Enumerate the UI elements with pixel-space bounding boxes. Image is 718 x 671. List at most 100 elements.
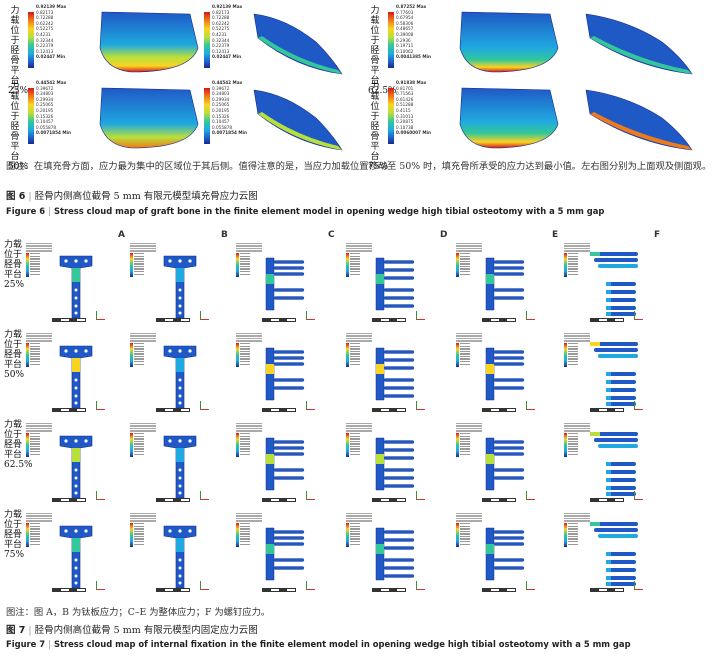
column-label: D	[440, 230, 448, 240]
color-legend	[28, 12, 34, 68]
stress-model	[370, 524, 420, 588]
mini-legend-values	[240, 523, 250, 546]
fe-stress-thumbnail	[232, 240, 325, 328]
scale-bar	[590, 318, 624, 322]
fig6-row-label: 力载位于胫骨平台 25%	[8, 6, 29, 96]
fe-stress-thumbnail	[560, 240, 653, 328]
mini-legend-values	[460, 523, 470, 546]
mini-legend	[130, 433, 133, 457]
legend-values: 0.92139 Max 0.82173 0.72288 0.62242 0.52275…	[36, 4, 67, 60]
legend-values: 0.44542 Max 0.39672 0.34803 0.29934 0.25065…	[36, 80, 71, 136]
graft-bone-top-view	[459, 11, 559, 73]
mini-legend-values	[568, 343, 578, 366]
mini-legend-values	[350, 523, 360, 546]
mini-legend	[456, 343, 459, 367]
axis-triad-icon	[416, 401, 425, 410]
stress-model	[160, 522, 200, 596]
fig6-caption-en: Figure 6 | Stress cloud map of graft bone …	[6, 206, 605, 216]
mini-legend	[564, 343, 567, 367]
axis-triad-icon	[96, 581, 105, 590]
axis-triad-icon	[634, 311, 643, 320]
fig6-note: 图注：在填充骨方面，应力最为集中的区域位于其后侧。值得注意的是，当应力加载位置移…	[6, 161, 712, 172]
mini-legend	[346, 433, 349, 457]
ansys-header	[236, 332, 262, 343]
fig7-row-label: 力载位于胫骨平台 25%	[4, 240, 25, 290]
fig6-caption-cn: 图 6 | 胫骨内侧高位截骨 5 mm 有限元模型填充骨应力云图	[6, 191, 258, 202]
axis-triad-icon	[526, 581, 535, 590]
ansys-header	[456, 512, 482, 523]
stress-model	[56, 342, 96, 416]
color-legend	[28, 88, 34, 144]
scale-bar	[482, 498, 516, 502]
fe-stress-thumbnail	[126, 510, 219, 598]
axis-triad-icon	[96, 491, 105, 500]
ansys-header	[236, 242, 262, 253]
column-label: F	[654, 230, 661, 240]
mini-legend	[236, 253, 239, 277]
mini-legend-values	[460, 343, 470, 366]
stress-model	[260, 434, 310, 498]
axis-triad-icon	[306, 491, 315, 500]
mini-legend-values	[134, 523, 144, 546]
axis-triad-icon	[200, 581, 209, 590]
ansys-header	[346, 242, 372, 253]
axis-triad-icon	[634, 581, 643, 590]
fe-stress-thumbnail	[22, 240, 115, 328]
mini-legend	[346, 523, 349, 547]
fig7-caption-cn: 图 7 | 胫骨内侧高位截骨 5 mm 有限元模型内固定应力云图	[6, 625, 258, 636]
fig7-caption-en: Figure 7 | Stress cloud map of internal fi…	[6, 639, 631, 649]
fe-stress-thumbnail	[342, 240, 435, 328]
fe-stress-thumbnail	[126, 330, 219, 418]
scale-bar	[372, 318, 406, 322]
graft-bone-top-view	[459, 87, 559, 149]
mini-legend-values	[240, 433, 250, 456]
fig7-row-label: 力载位于胫骨平台 75%	[4, 510, 25, 560]
scale-bar	[52, 588, 86, 592]
mini-legend-values	[350, 253, 360, 276]
stress-model	[260, 254, 310, 318]
axis-triad-icon	[306, 401, 315, 410]
mini-legend-values	[30, 523, 40, 546]
legend-values: 0.92139 Max 0.82173 0.72288 0.62242 0.52275…	[212, 4, 243, 60]
scale-bar	[262, 588, 296, 592]
mini-legend	[236, 433, 239, 457]
graft-bone-top-view	[99, 87, 199, 149]
ansys-header	[130, 242, 156, 253]
fig6-panel-50: 力载位于胫骨平台 50% 0.44542 Max 0.39672 0.34803 0…	[8, 80, 348, 172]
mini-legend	[236, 343, 239, 367]
stress-model	[260, 524, 310, 588]
stress-model	[480, 434, 530, 498]
axis-triad-icon	[416, 311, 425, 320]
figure-7: A B C D E F 力载位于胫骨平台 25% 力载位于胫骨平台 50% 力载…	[0, 230, 718, 602]
mini-legend-values	[240, 343, 250, 366]
axis-triad-icon	[526, 401, 535, 410]
fig6-panel-62-5: 力载位于胫骨平台 62.5% 0.87252 Max 0.77603 0.6795…	[368, 4, 708, 96]
axis-triad-icon	[96, 401, 105, 410]
stress-model	[160, 252, 200, 326]
color-legend	[204, 88, 210, 144]
fig6-panel-25: 力载位于胫骨平台 25% 0.92139 Max 0.82173 0.72288 0…	[8, 4, 348, 96]
mini-legend	[26, 433, 29, 457]
ansys-header	[346, 422, 372, 433]
fig6-row-label: 力载位于胫骨平台 75%	[368, 82, 389, 172]
fe-stress-thumbnail	[22, 420, 115, 508]
fe-stress-thumbnail	[342, 510, 435, 598]
scale-bar	[372, 498, 406, 502]
mini-legend	[564, 523, 567, 547]
fe-stress-thumbnail	[560, 420, 653, 508]
fe-stress-thumbnail	[560, 510, 653, 598]
mini-legend-values	[30, 253, 40, 276]
stress-model	[480, 254, 530, 318]
mini-legend-values	[30, 343, 40, 366]
mini-legend	[26, 523, 29, 547]
column-label: C	[328, 230, 335, 240]
mini-legend	[130, 253, 133, 277]
color-legend	[388, 88, 394, 144]
stress-model	[56, 522, 96, 596]
stress-model	[370, 434, 420, 498]
scale-bar	[52, 318, 86, 322]
axis-triad-icon	[200, 401, 209, 410]
mini-legend	[26, 343, 29, 367]
fig6-panel-75: 力载位于胫骨平台 75% 0.91838 Max 0.81701 0.71563 0…	[368, 80, 708, 172]
fe-stress-thumbnail	[232, 420, 325, 508]
